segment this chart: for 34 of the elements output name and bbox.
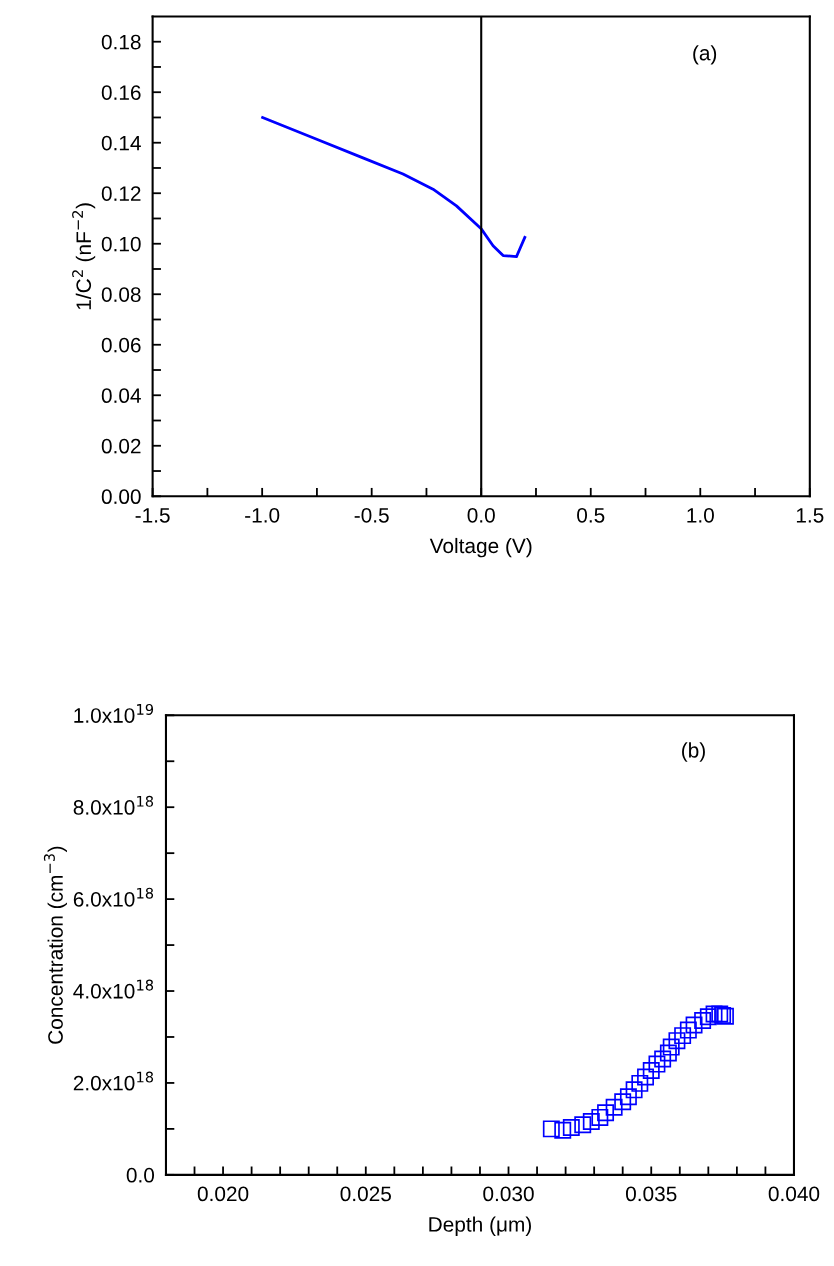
y-tick-label: 0.08: [101, 287, 141, 302]
y-tick-label: 8.0x10$^{18}$: [73, 795, 154, 815]
x-tick-label: 0.020: [197, 1186, 249, 1202]
x-tick-label: 0.5: [577, 507, 605, 523]
y-tick-label: 2.0x10$^{18}$: [73, 1071, 154, 1091]
x-tick-label: 0.030: [483, 1186, 534, 1202]
y-tick-label: 0.16: [101, 85, 141, 100]
y-tick-label: 0.10: [101, 236, 141, 252]
x-tick-label: 0.0: [467, 507, 495, 523]
x-tick-label: 1.0: [687, 507, 714, 523]
x-tick-label: -1.0: [245, 507, 280, 523]
x-tick-label: 0.040: [768, 1186, 820, 1202]
x-tick-label: -1.5: [135, 508, 170, 523]
x-axis-title: Voltage (V): [429, 537, 532, 558]
y-tick-label: 0.02: [101, 438, 141, 454]
y-tick-label: 4.0x10$^{18}$: [73, 979, 154, 999]
x-tick-label: -0.5: [354, 507, 389, 523]
y-tick-label: 0.06: [101, 337, 141, 353]
x-tick-label: 0.025: [340, 1186, 391, 1202]
x-tick-label: 1.5: [796, 508, 824, 523]
x-tick-label: 0.035: [625, 1186, 677, 1202]
y-axis-title: Concentration (cm$^{−3}$): [43, 846, 67, 1044]
annotation: (b): [682, 742, 705, 762]
y-tick-label: 0.00: [101, 489, 141, 505]
y-tick-label: 0.12: [101, 186, 141, 201]
y-tick-label: 0.14: [101, 135, 141, 151]
y-tick-label: 0.04: [101, 388, 141, 404]
annotation: (a): [693, 45, 717, 65]
y-axis-title: 1/C$^{2}$ (nF$^{−2}$): [72, 203, 96, 310]
y-tick-label: 0.18: [101, 34, 141, 50]
y-tick-label: 1.0x10$^{19}$: [74, 703, 154, 723]
y-tick-label: 0.0: [126, 1167, 155, 1183]
y-tick-label: 6.0x10$^{18}$: [73, 887, 154, 907]
x-axis-title: Depth (μm): [429, 1216, 531, 1236]
